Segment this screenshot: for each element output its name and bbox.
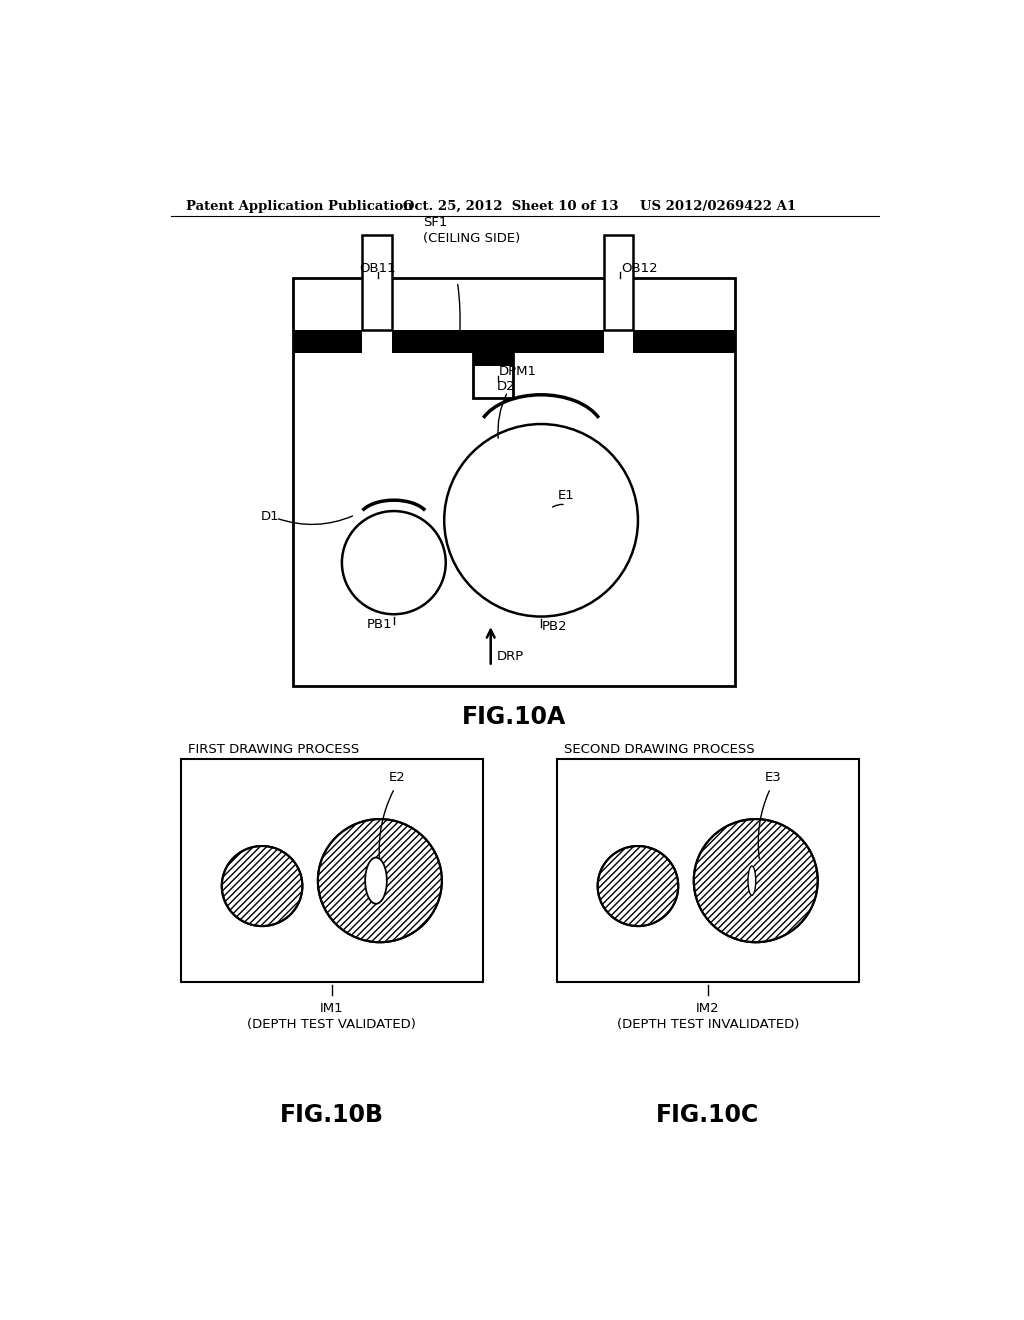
Text: DRP: DRP [497,651,524,664]
Bar [604,330,633,354]
Circle shape [693,818,818,942]
Text: D1: D1 [260,511,280,523]
Text: FIRST DRAWING PROCESS: FIRST DRAWING PROCESS [188,743,359,756]
Text: E2: E2 [388,771,406,784]
Text: IM1
(DEPTH TEST VALIDATED): IM1 (DEPTH TEST VALIDATED) [248,1002,417,1031]
Text: DPM1: DPM1 [500,364,538,378]
Bar [557,759,859,982]
Text: FIG.10A: FIG.10A [462,705,566,729]
Ellipse shape [366,858,387,904]
Ellipse shape [748,866,756,895]
Bar [293,330,735,354]
Text: Oct. 25, 2012  Sheet 10 of 13: Oct. 25, 2012 Sheet 10 of 13 [403,199,618,213]
Text: E3: E3 [764,771,781,784]
Text: PB2: PB2 [543,620,568,634]
Bar [473,354,513,366]
Text: PB1: PB1 [367,618,392,631]
Bar [293,277,735,686]
Text: D2: D2 [497,380,515,393]
Text: OB12: OB12 [622,261,658,275]
Text: FIG.10B: FIG.10B [280,1102,384,1127]
Text: OB11: OB11 [359,261,396,275]
Circle shape [342,511,445,614]
Bar [362,235,391,330]
Circle shape [444,424,638,616]
Text: SECOND DRAWING PROCESS: SECOND DRAWING PROCESS [564,743,755,756]
Circle shape [317,818,442,942]
Text: SF1
(CEILING SIDE): SF1 (CEILING SIDE) [423,216,520,246]
Bar [473,354,513,397]
Text: Patent Application Publication: Patent Application Publication [186,199,413,213]
Text: US 2012/0269422 A1: US 2012/0269422 A1 [640,199,796,213]
Circle shape [222,846,302,927]
Bar [362,330,391,354]
Bar [180,759,483,982]
Circle shape [598,846,678,927]
Bar [604,235,633,330]
Text: E1: E1 [558,488,574,502]
Text: FIG.10C: FIG.10C [656,1102,760,1127]
Text: IM2
(DEPTH TEST INVALIDATED): IM2 (DEPTH TEST INVALIDATED) [616,1002,799,1031]
